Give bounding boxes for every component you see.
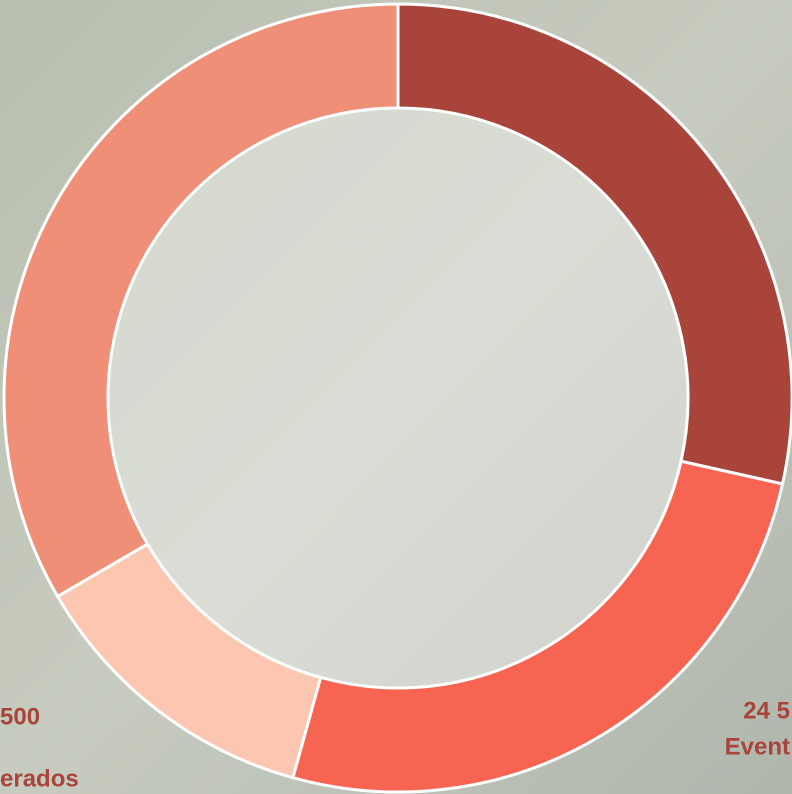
annotation: erados <box>0 765 79 792</box>
chart: 24 5 Event 500 erados <box>0 0 792 794</box>
annotation: 500 <box>0 703 40 730</box>
annotation: 24 5 <box>743 697 790 724</box>
page: {"chart_data": {"type": "donut", "values… <box>0 0 792 794</box>
annotation: Event <box>725 733 790 760</box>
